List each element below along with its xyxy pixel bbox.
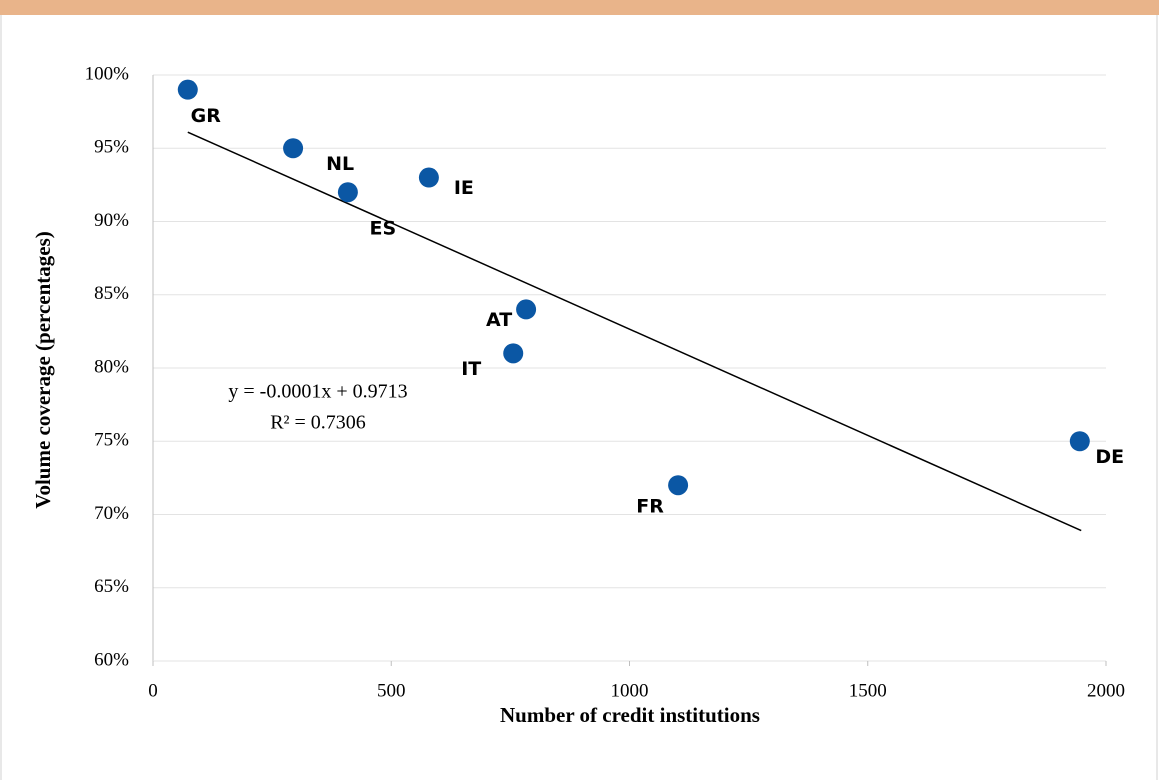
point-label: GR [191, 105, 222, 127]
equation: y = -0.0001x + 0.9713 [228, 381, 407, 403]
point-label: IE [454, 177, 474, 199]
point-label: FR [636, 496, 664, 518]
x-axis-title: Number of credit institutions [500, 703, 760, 727]
point [283, 138, 304, 159]
y-tick-label: 60% [94, 649, 129, 670]
r-squared: R² = 0.7306 [270, 412, 366, 434]
point-label: NL [326, 153, 354, 175]
y-axis-title: Volume coverage (percentages) [31, 231, 55, 509]
point [516, 299, 537, 320]
y-tick-label: 75% [94, 430, 129, 451]
point [177, 79, 198, 100]
point-label: ES [370, 218, 397, 240]
y-tick-label: 80% [94, 356, 129, 377]
y-tick-label: 100% [85, 63, 130, 84]
y-tick-label: 70% [94, 503, 129, 524]
point-label: DE [1095, 446, 1124, 468]
point [503, 343, 524, 364]
x-tick-label: 500 [377, 680, 406, 701]
y-tick-label: 90% [94, 210, 129, 231]
x-tick-label: 2000 [1087, 680, 1125, 701]
trend-line [187, 131, 1082, 532]
point [668, 475, 689, 496]
x-tick-label: 0 [148, 680, 158, 701]
x-tick-label: 1500 [849, 680, 887, 701]
y-tick-label: 85% [94, 283, 129, 304]
point [337, 182, 358, 203]
point [418, 167, 439, 188]
point-label: IT [461, 358, 481, 380]
point-label: AT [486, 309, 512, 331]
x-tick-label: 1000 [611, 680, 649, 701]
header-bar [0, 0, 1159, 15]
y-tick-label: 65% [94, 576, 129, 597]
y-tick-label: 95% [94, 137, 129, 158]
point [1069, 431, 1090, 452]
